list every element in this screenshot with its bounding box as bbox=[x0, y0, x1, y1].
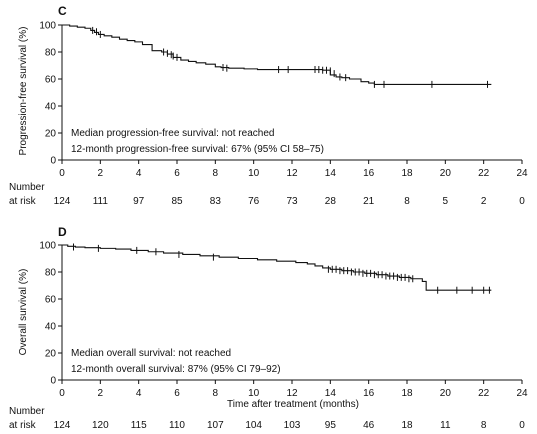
number-at-risk-os-0: 124 bbox=[54, 420, 71, 431]
x-tick-label-os-24: 24 bbox=[516, 388, 528, 399]
number-at-risk-os-16: 46 bbox=[363, 420, 375, 431]
annotation-12-month-os: 12-month overall survival: 87% (95% CI 7… bbox=[71, 364, 281, 375]
x-tick-label-pfs-4: 4 bbox=[136, 168, 142, 179]
number-at-risk-label-pfs-1: Number bbox=[9, 182, 45, 193]
number-at-risk-pfs-16: 21 bbox=[363, 196, 375, 207]
number-at-risk-pfs-22: 2 bbox=[481, 196, 487, 207]
number-at-risk-pfs-8: 83 bbox=[210, 196, 222, 207]
x-tick-label-os-16: 16 bbox=[363, 388, 375, 399]
km-curve-pfs bbox=[62, 24, 492, 85]
x-tick-label-os-18: 18 bbox=[401, 388, 413, 399]
y-tick-label-pfs-40: 40 bbox=[45, 102, 57, 113]
km-curve-os bbox=[62, 244, 492, 291]
x-tick-label-os-10: 10 bbox=[248, 388, 260, 399]
number-at-risk-label-os-1: Number bbox=[9, 406, 45, 417]
number-at-risk-label-pfs-2: at risk bbox=[9, 196, 37, 207]
x-tick-label-pfs-10: 10 bbox=[248, 168, 260, 179]
x-tick-label-os-0: 0 bbox=[59, 388, 65, 399]
y-tick-label-pfs-20: 20 bbox=[45, 129, 57, 140]
panel-label-c: C bbox=[58, 4, 67, 18]
number-at-risk-pfs-2: 111 bbox=[93, 196, 109, 207]
x-tick-label-os-2: 2 bbox=[98, 388, 104, 399]
number-at-risk-os-4: 115 bbox=[131, 420, 147, 431]
y-tick-label-os-20: 20 bbox=[45, 349, 57, 360]
number-at-risk-pfs-14: 28 bbox=[325, 196, 337, 207]
x-tick-label-os-12: 12 bbox=[286, 388, 298, 399]
number-at-risk-os-12: 103 bbox=[284, 420, 301, 431]
y-tick-label-os-60: 60 bbox=[45, 295, 57, 306]
number-at-risk-os-20: 11 bbox=[440, 420, 451, 431]
x-tick-label-pfs-6: 6 bbox=[174, 168, 180, 179]
plot-area-pfs: 0204060801000124211149768588310761273142… bbox=[39, 21, 528, 208]
number-at-risk-pfs-18: 8 bbox=[404, 196, 410, 207]
x-tick-label-os-6: 6 bbox=[174, 388, 180, 399]
x-tick-label-pfs-20: 20 bbox=[440, 168, 452, 179]
x-tick-label-os-20: 20 bbox=[440, 388, 452, 399]
number-at-risk-os-24: 0 bbox=[519, 420, 525, 431]
y-tick-label-pfs-80: 80 bbox=[45, 48, 57, 59]
number-at-risk-pfs-4: 97 bbox=[133, 196, 145, 207]
x-tick-label-pfs-16: 16 bbox=[363, 168, 375, 179]
number-at-risk-pfs-0: 124 bbox=[54, 196, 71, 207]
x-tick-label-pfs-14: 14 bbox=[325, 168, 337, 179]
number-at-risk-pfs-12: 73 bbox=[286, 196, 298, 207]
number-at-risk-os-10: 104 bbox=[245, 420, 262, 431]
x-tick-label-pfs-22: 22 bbox=[478, 168, 490, 179]
panel-d-overall-survival: D Overall survival (%) 02040608010001242… bbox=[9, 225, 528, 431]
annotation-median-pfs: Median progression-free survival: not re… bbox=[71, 128, 274, 139]
y-tick-label-os-0: 0 bbox=[50, 376, 56, 387]
number-at-risk-os-18: 18 bbox=[401, 420, 413, 431]
number-at-risk-pfs-10: 76 bbox=[248, 196, 260, 207]
x-axis-label-os: Time after treatment (months) bbox=[227, 399, 359, 410]
y-tick-label-os-80: 80 bbox=[45, 268, 57, 279]
y-tick-label-pfs-100: 100 bbox=[39, 21, 56, 32]
annotation-median-os: Median overall survival: not reached bbox=[71, 348, 231, 359]
y-tick-label-pfs-0: 0 bbox=[50, 156, 56, 167]
y-tick-label-os-40: 40 bbox=[45, 322, 57, 333]
x-tick-label-os-4: 4 bbox=[136, 388, 142, 399]
number-at-risk-label-os-2: at risk bbox=[9, 420, 37, 431]
number-at-risk-pfs-20: 5 bbox=[443, 196, 449, 207]
y-axis-label-os: Overall survival (%) bbox=[18, 269, 29, 356]
y-tick-label-os-100: 100 bbox=[39, 241, 56, 252]
number-at-risk-pfs-24: 0 bbox=[519, 196, 525, 207]
y-axis-label-pfs: Progression-free survival (%) bbox=[18, 27, 29, 156]
x-tick-label-pfs-0: 0 bbox=[59, 168, 65, 179]
number-at-risk-os-6: 110 bbox=[169, 420, 185, 431]
annotation-12-month-pfs: 12-month progression-free survival: 67% … bbox=[71, 144, 324, 155]
x-tick-label-pfs-2: 2 bbox=[98, 168, 104, 179]
panel-c-progression-free-survival: C Progression-free survival (%) 02040608… bbox=[9, 4, 528, 207]
x-tick-label-pfs-12: 12 bbox=[286, 168, 298, 179]
number-at-risk-os-8: 107 bbox=[207, 420, 224, 431]
number-at-risk-os-2: 120 bbox=[92, 420, 109, 431]
number-at-risk-pfs-6: 85 bbox=[171, 196, 183, 207]
x-tick-label-os-22: 22 bbox=[478, 388, 490, 399]
x-tick-label-pfs-18: 18 bbox=[401, 168, 413, 179]
panel-label-d: D bbox=[58, 225, 67, 239]
number-at-risk-os-22: 8 bbox=[481, 420, 487, 431]
x-tick-label-pfs-24: 24 bbox=[516, 168, 528, 179]
x-tick-label-pfs-8: 8 bbox=[213, 168, 219, 179]
x-tick-label-os-14: 14 bbox=[325, 388, 337, 399]
number-at-risk-os-14: 95 bbox=[325, 420, 337, 431]
y-tick-label-pfs-60: 60 bbox=[45, 75, 57, 86]
x-tick-label-os-8: 8 bbox=[213, 388, 219, 399]
plot-area-os: 0204060801000124212041156110810710104121… bbox=[39, 241, 528, 432]
